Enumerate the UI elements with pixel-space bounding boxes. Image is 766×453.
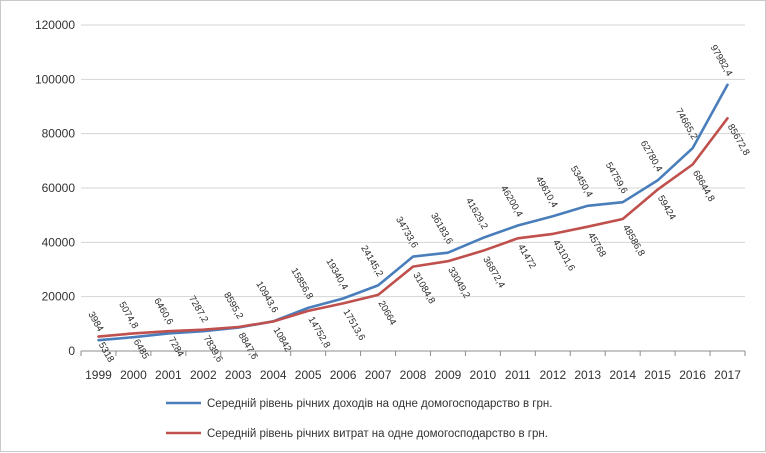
x-tick-label: 2014 bbox=[609, 368, 636, 382]
x-tick-label: 1999 bbox=[85, 368, 112, 382]
x-tick-label: 2005 bbox=[295, 368, 322, 382]
data-label-income: 19340,4 bbox=[323, 257, 350, 292]
series-line-income bbox=[97, 83, 729, 342]
x-tick-label: 2010 bbox=[470, 368, 497, 382]
data-label-expenses: 20664 bbox=[376, 299, 399, 327]
data-label-expenses: 17513,6 bbox=[340, 307, 367, 342]
data-label-expenses: 10842 bbox=[271, 326, 294, 354]
series-line-expenses bbox=[97, 117, 729, 338]
x-tick-label: 2007 bbox=[365, 368, 392, 382]
data-label-income: 10943,6 bbox=[253, 280, 280, 315]
data-label-expenses: 33049,2 bbox=[445, 265, 472, 300]
x-tick-label: 2002 bbox=[190, 368, 217, 382]
data-label-income: 41629,2 bbox=[463, 196, 490, 231]
x-tick-label: 2017 bbox=[714, 368, 741, 382]
y-tick-label: 100000 bbox=[35, 72, 75, 86]
series-lines bbox=[97, 83, 729, 342]
x-tick-label: 2011 bbox=[505, 368, 531, 382]
x-tick-label: 2016 bbox=[679, 368, 706, 382]
data-label-income: 24145,2 bbox=[358, 244, 385, 279]
data-label-income: 54759,6 bbox=[603, 160, 630, 195]
y-tick-label: 60000 bbox=[42, 181, 76, 195]
data-label-income: 62780,4 bbox=[638, 139, 665, 174]
data-label-expenses: 31084,8 bbox=[410, 271, 437, 306]
x-tick-label: 2013 bbox=[574, 368, 601, 382]
data-label-expenses: 36872,4 bbox=[480, 255, 507, 290]
x-tick-label: 2015 bbox=[644, 368, 671, 382]
data-label-expenses: 68644,8 bbox=[690, 168, 717, 203]
data-label-expenses: 7839,6 bbox=[201, 334, 225, 365]
data-label-income: 6460,6 bbox=[151, 296, 175, 327]
legend-label-expenses: Середній рівень річних витрат на одне до… bbox=[207, 428, 548, 440]
data-label-expenses: 6485 bbox=[131, 337, 151, 361]
data-label-income: 8595,2 bbox=[221, 290, 245, 321]
data-label-expenses: 7284 bbox=[166, 335, 186, 359]
y-tick-label: 20000 bbox=[42, 290, 76, 304]
legend-label-income: Середній рівень річних доходів на одне д… bbox=[207, 398, 552, 410]
data-label-income: 34733,6 bbox=[393, 215, 420, 250]
axes: 0 20000 40000 60000 80000 100000 120000 1999 200… bbox=[35, 18, 746, 382]
x-tick-label: 2001 bbox=[155, 368, 182, 382]
legend: Середній рівень річних доходів на одне д… bbox=[166, 398, 552, 440]
data-label-income: 36183,6 bbox=[428, 211, 455, 246]
data-label-income: 3984 bbox=[85, 310, 105, 334]
y-tick-label: 120000 bbox=[35, 18, 75, 32]
y-tick-label: 0 bbox=[68, 344, 75, 358]
data-label-expenses: 41472 bbox=[515, 242, 538, 270]
x-tick-label: 2004 bbox=[260, 368, 287, 382]
data-label-expenses: 14752,8 bbox=[306, 315, 333, 350]
data-label-expenses: 43101,6 bbox=[550, 238, 577, 273]
data-label-income: 15856,8 bbox=[288, 266, 315, 301]
data-label-expenses: 48586,8 bbox=[620, 223, 647, 258]
y-tick-label: 80000 bbox=[42, 127, 76, 141]
data-label-income: 74665,2 bbox=[673, 106, 700, 141]
x-tick-label: 2008 bbox=[400, 368, 427, 382]
x-tick-label: 2012 bbox=[539, 368, 566, 382]
data-label-expenses: 8847,6 bbox=[236, 331, 260, 362]
data-label-income: 49610,4 bbox=[533, 174, 560, 209]
data-labels: 3984 5074,8 6460,6 7287,2 8595,2 10943,6 15856… bbox=[85, 43, 751, 364]
data-label-income: 97982,4 bbox=[708, 43, 735, 78]
y-tick-label: 40000 bbox=[42, 235, 76, 249]
data-label-expenses: 59424 bbox=[655, 194, 678, 222]
x-tick-label: 2000 bbox=[120, 368, 147, 382]
data-label-expenses: 85672,8 bbox=[725, 122, 752, 157]
x-tick-label: 2006 bbox=[330, 368, 357, 382]
data-label-expenses: 5318 bbox=[96, 341, 116, 365]
data-label-income: 53450,4 bbox=[568, 164, 595, 199]
data-label-expenses: 45768 bbox=[585, 231, 608, 259]
data-label-income: 46200,4 bbox=[498, 184, 525, 219]
x-tick-label: 2003 bbox=[225, 368, 252, 382]
x-tick-label: 2009 bbox=[435, 368, 462, 382]
gridlines bbox=[81, 24, 745, 352]
data-label-income: 7287,2 bbox=[186, 294, 210, 325]
data-label-income: 5074,8 bbox=[116, 300, 140, 331]
